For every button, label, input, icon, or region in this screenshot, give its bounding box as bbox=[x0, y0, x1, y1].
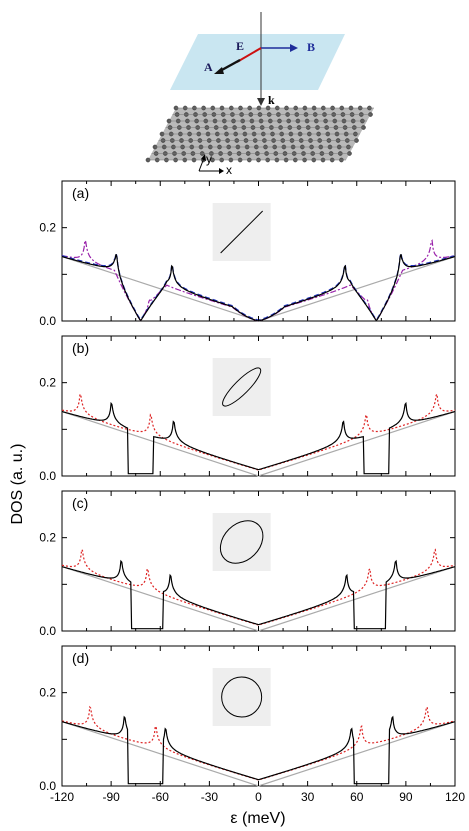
panel-2: (b) 0.0 0.2 bbox=[39, 335, 456, 483]
inset-box bbox=[212, 513, 271, 571]
polarization-plane bbox=[170, 34, 345, 90]
panel-label: (c) bbox=[72, 495, 88, 511]
x-tick-label: -90 bbox=[102, 790, 120, 804]
x-tick-label: 90 bbox=[399, 790, 413, 804]
x-tick-label: 0 bbox=[255, 790, 262, 804]
A-arrow-head bbox=[214, 67, 224, 74]
series-black bbox=[61, 559, 456, 630]
panel-label: (a) bbox=[72, 185, 89, 201]
graphene-sheet bbox=[145, 105, 374, 163]
y-tick-label: 0.0 bbox=[39, 469, 56, 483]
y-tick-label: 0.0 bbox=[39, 779, 56, 793]
series-black bbox=[61, 715, 456, 785]
B-arrow-head bbox=[290, 44, 298, 52]
k-label: k bbox=[268, 93, 275, 107]
x-tick-label: -60 bbox=[152, 790, 170, 804]
inset-box bbox=[212, 358, 271, 416]
k-arrow-head bbox=[257, 98, 265, 106]
schematic: k B E A y x bbox=[145, 12, 374, 177]
y-axis-arrow-head bbox=[201, 154, 206, 161]
x-label: x bbox=[226, 163, 232, 177]
x-axis-title: ε (meV) bbox=[230, 810, 285, 827]
panel-label: (d) bbox=[72, 650, 89, 666]
E-label: E bbox=[236, 39, 244, 53]
dos-panels: (a) 0.0 0.2 (b) 0.0 0.2 (c) 0.0 0.2 (d) 0.0 0.2 -120… bbox=[39, 180, 465, 804]
inset-circle bbox=[221, 676, 263, 718]
y-tick-label: 0.0 bbox=[39, 624, 56, 638]
A-label: A bbox=[204, 60, 213, 74]
panel-label: (b) bbox=[72, 340, 89, 356]
x-tick-label: -30 bbox=[201, 790, 219, 804]
y-tick-label: 0.2 bbox=[39, 376, 56, 390]
panel-1: (a) 0.0 0.2 bbox=[39, 180, 456, 328]
B-label: B bbox=[307, 40, 315, 54]
panel-4: (d) 0.0 0.2 -120 -90 -60 -30 0 30 60 90 120 bbox=[39, 645, 465, 804]
x-axis-arrow-head bbox=[219, 168, 224, 174]
x-tick-label: -120 bbox=[50, 790, 74, 804]
inset-box bbox=[212, 668, 271, 726]
inset-line bbox=[220, 210, 264, 254]
y-label: y bbox=[206, 152, 212, 166]
y-tick-label: 0.2 bbox=[39, 221, 56, 235]
panel-3: (c) 0.0 0.2 bbox=[39, 490, 456, 638]
series-black bbox=[61, 401, 456, 475]
x-tick-label: 60 bbox=[350, 790, 364, 804]
A-arrow bbox=[219, 58, 241, 73]
y-tick-label: 0.0 bbox=[39, 314, 56, 328]
y-axis-arrow bbox=[198, 157, 205, 172]
y-tick-label: 0.2 bbox=[39, 686, 56, 700]
inset-ellipse bbox=[222, 367, 262, 407]
E-arrow bbox=[236, 47, 262, 63]
y-tick-label: 0.2 bbox=[39, 531, 56, 545]
y-axis-title: DOS (a. u.) bbox=[9, 444, 26, 525]
series-red bbox=[61, 548, 456, 626]
x-tick-label: 30 bbox=[301, 790, 315, 804]
inset-ellipse bbox=[219, 520, 264, 564]
x-tick-label: 120 bbox=[445, 790, 465, 804]
